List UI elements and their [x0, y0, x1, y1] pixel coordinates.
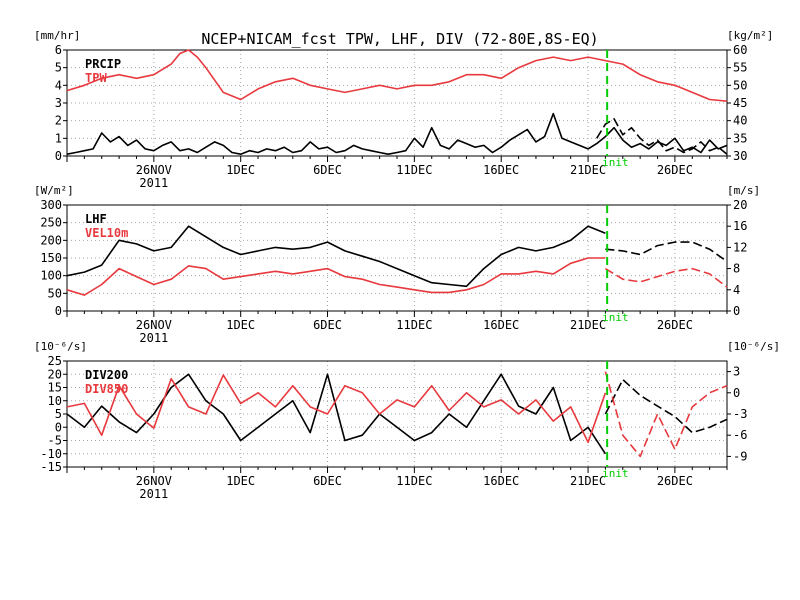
- y-right-tick-label: 35: [733, 131, 747, 145]
- y-right-tick-label: 60: [733, 43, 747, 57]
- y-left-tick-label: 50: [48, 286, 62, 300]
- legend-label: LHF: [85, 212, 107, 226]
- init-marker-label: init: [602, 156, 629, 169]
- x-tick-label: 16DEC: [483, 318, 519, 332]
- y-left-tick-label: 4: [55, 78, 62, 92]
- y-left-tick-label: 0: [55, 420, 62, 434]
- y-right-tick-label: 0: [733, 386, 740, 400]
- y-left-tick-label: 3: [55, 96, 62, 110]
- y-left-tick-label: 0: [55, 149, 62, 163]
- x-tick-label: 26NOV: [136, 318, 172, 332]
- x-tick-label: 11DEC: [396, 474, 432, 488]
- legend-label: PRCIP: [85, 57, 121, 71]
- y-left-tick-label: 15: [48, 381, 62, 395]
- init-marker-label: init: [602, 467, 629, 480]
- legend-label: VEL10m: [85, 226, 128, 240]
- y-left-unit: [10⁻⁶/s]: [34, 340, 87, 353]
- y-right-tick-label: 55: [733, 61, 747, 75]
- y-left-tick-label: 100: [40, 269, 62, 283]
- x-tick-label: 1DEC: [226, 163, 255, 177]
- y-left-tick-label: 0: [55, 304, 62, 318]
- y-right-tick-label: 3: [733, 365, 740, 379]
- series-line-tpw: [66, 49, 728, 102]
- series-line-vel10m: [604, 267, 728, 288]
- y-left-unit: [W/m²]: [34, 184, 74, 197]
- x-tick-label: 21DEC: [570, 318, 606, 332]
- x-tick-label: 16DEC: [483, 163, 519, 177]
- y-right-tick-label: 40: [733, 114, 747, 128]
- x-tick-label: 11DEC: [396, 318, 432, 332]
- y-left-tick-label: 6: [55, 43, 62, 57]
- y-left-tick-label: 20: [48, 367, 62, 381]
- y-right-tick-label: 50: [733, 78, 747, 92]
- legend-label: DIV850: [85, 382, 128, 396]
- series-line-div200: [66, 373, 607, 455]
- x-tick-label: 26NOV: [136, 163, 172, 177]
- series-line-vel10m: [66, 257, 606, 296]
- y-right-tick-label: 30: [733, 149, 747, 163]
- y-right-unit: [10⁻⁶/s]: [727, 340, 780, 353]
- x-tick-label: 26NOV: [136, 474, 172, 488]
- x-tick-label: 16DEC: [483, 474, 519, 488]
- x-year-label: 2011: [139, 487, 168, 501]
- y-left-tick-label: -10: [40, 447, 62, 461]
- x-year-label: 2011: [139, 176, 168, 190]
- x-tick-label: 1DEC: [226, 474, 255, 488]
- x-tick-label: 1DEC: [226, 318, 255, 332]
- legend-label: TPW: [85, 71, 107, 85]
- y-right-unit: [m/s]: [727, 184, 760, 197]
- y-right-tick-label: 0: [733, 304, 740, 318]
- y-left-tick-label: 10: [48, 394, 62, 408]
- y-right-tick-label: 16: [733, 219, 747, 233]
- panel-prcip-tpw: 26NOV 1DEC 6DEC 11DEC 16DEC 21DEC 26DEC 2011 0 1 2…: [34, 29, 773, 190]
- x-tick-label: 6DEC: [313, 163, 342, 177]
- y-left-tick-label: -5: [48, 434, 62, 448]
- x-tick-label: 6DEC: [313, 318, 342, 332]
- y-left-unit: [mm/hr]: [34, 29, 80, 42]
- series-line-prcip: [596, 118, 728, 155]
- y-left-tick-label: 200: [40, 233, 62, 247]
- y-left-tick-label: 5: [55, 61, 62, 75]
- x-tick-label: 26DEC: [657, 163, 693, 177]
- y-left-tick-label: -15: [40, 460, 62, 474]
- series-line-div850: [604, 371, 728, 458]
- y-right-tick-label: -9: [733, 449, 747, 463]
- y-right-tick-label: 8: [733, 262, 740, 276]
- x-year-label: 2011: [139, 331, 168, 345]
- y-right-tick-label: 45: [733, 96, 747, 110]
- init-marker-label: init: [602, 311, 629, 324]
- y-left-tick-label: 25: [48, 354, 62, 368]
- y-left-tick-label: 5: [55, 407, 62, 421]
- x-tick-label: 11DEC: [396, 163, 432, 177]
- y-right-tick-label: 20: [733, 198, 747, 212]
- series-line-prcip: [66, 112, 728, 155]
- series-line-lhf: [605, 241, 728, 263]
- y-right-tick-label: 4: [733, 283, 740, 297]
- x-tick-label: 6DEC: [313, 474, 342, 488]
- y-right-unit: [kg/m²]: [727, 29, 773, 42]
- chart-title: NCEP+NICAM_fcst TPW, LHF, DIV (72-80E,8S…: [201, 30, 598, 48]
- x-tick-label: 21DEC: [570, 474, 606, 488]
- series-line-div850: [66, 374, 607, 444]
- y-right-tick-label: -6: [733, 428, 747, 442]
- panel-lhf-vel10m: 26NOV 1DEC 6DEC 11DEC 16DEC 21DEC 26DEC 2011 0 50…: [34, 184, 760, 345]
- y-left-tick-label: 250: [40, 216, 62, 230]
- y-left-tick-label: 150: [40, 251, 62, 265]
- series-line-lhf: [66, 225, 606, 288]
- y-right-tick-label: -3: [733, 407, 747, 421]
- y-left-tick-label: 300: [40, 198, 62, 212]
- y-left-tick-label: 2: [55, 114, 62, 128]
- x-tick-label: 26DEC: [657, 318, 693, 332]
- y-left-tick-label: 1: [55, 131, 62, 145]
- x-tick-label: 21DEC: [570, 163, 606, 177]
- panel-div200-div850: 26NOV 1DEC 6DEC 11DEC 16DEC 21DEC 26DEC 2011 -15…: [34, 340, 780, 501]
- x-tick-label: 26DEC: [657, 474, 693, 488]
- series-line-div200: [604, 378, 728, 434]
- y-right-tick-label: 12: [733, 240, 747, 254]
- legend-label: DIV200: [85, 368, 128, 382]
